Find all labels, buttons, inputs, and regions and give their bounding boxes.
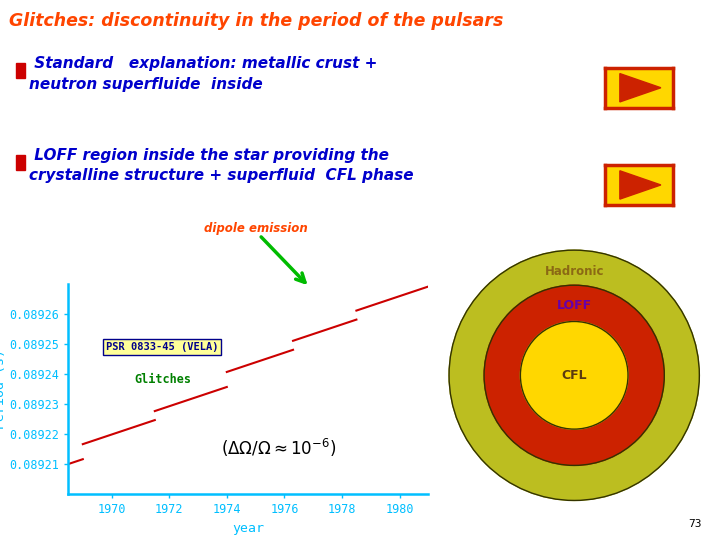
Polygon shape bbox=[620, 171, 661, 199]
Text: LOFF: LOFF bbox=[557, 299, 592, 312]
Circle shape bbox=[521, 321, 628, 429]
Polygon shape bbox=[620, 73, 661, 102]
Text: LOFF region inside the star providing the: LOFF region inside the star providing th… bbox=[29, 148, 389, 163]
Text: Glitches: Glitches bbox=[135, 373, 192, 386]
Text: crystalline structure + superfluid  CFL phase: crystalline structure + superfluid CFL p… bbox=[29, 168, 413, 184]
X-axis label: year: year bbox=[233, 522, 264, 535]
Text: Hadronic: Hadronic bbox=[544, 265, 604, 278]
Text: neutron superfluide  inside: neutron superfluide inside bbox=[29, 77, 263, 92]
Text: dipole emission: dipole emission bbox=[204, 222, 307, 235]
Text: CFL: CFL bbox=[562, 369, 587, 382]
Text: 73: 73 bbox=[688, 519, 702, 529]
Y-axis label: Period (s): Period (s) bbox=[0, 349, 6, 429]
Text: $(\Delta\Omega/\Omega \approx 10^{-6})$: $(\Delta\Omega/\Omega \approx 10^{-6})$ bbox=[221, 437, 336, 459]
Circle shape bbox=[449, 250, 699, 501]
Text: Glitches: discontinuity in the period of the pulsars: Glitches: discontinuity in the period of… bbox=[9, 12, 503, 30]
Circle shape bbox=[484, 285, 665, 465]
Text: PSR 0833-45 (VELA): PSR 0833-45 (VELA) bbox=[106, 342, 218, 352]
Text: Standard   explanation: metallic crust +: Standard explanation: metallic crust + bbox=[29, 56, 377, 71]
